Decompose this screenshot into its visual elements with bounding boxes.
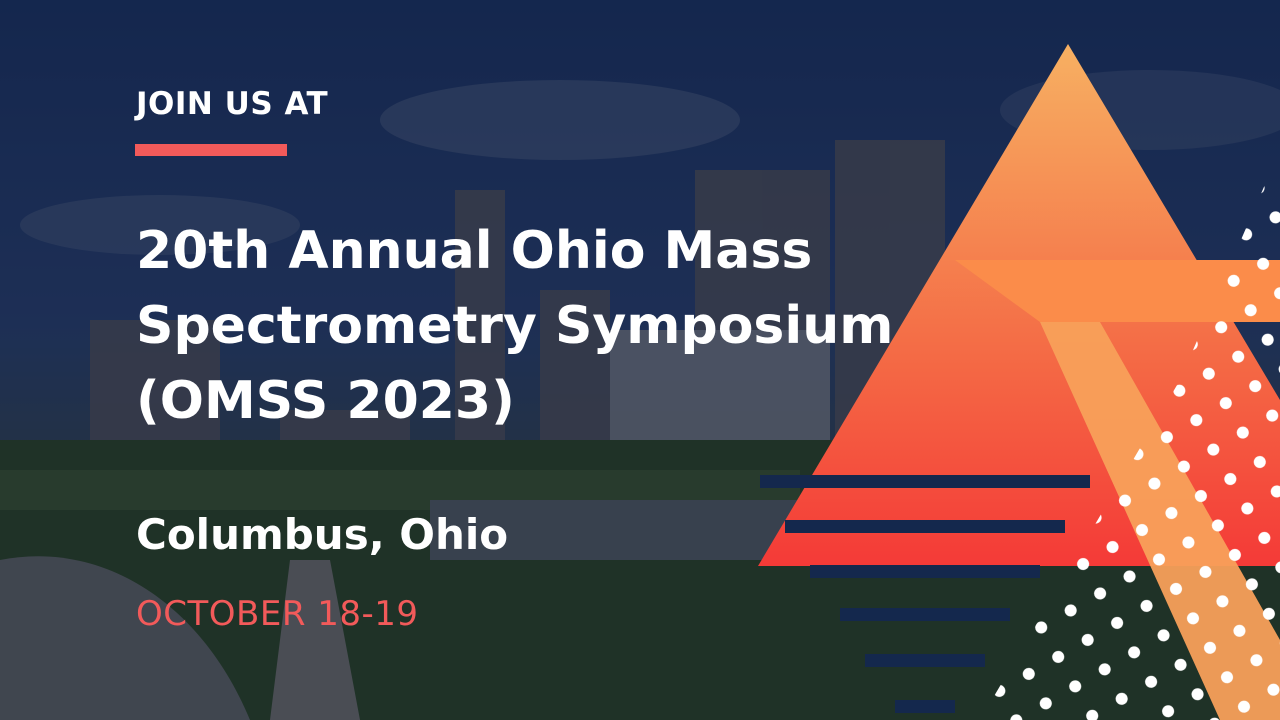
title-line: (OMSS 2023) <box>136 371 515 431</box>
event-location: Columbus, Ohio <box>136 510 509 559</box>
title-line: Spectrometry Symposium <box>136 296 894 356</box>
accent-bar <box>135 144 287 156</box>
event-dates: OCTOBER 18-19 <box>136 594 419 634</box>
title-line: 20th Annual Ohio Mass <box>136 221 813 281</box>
event-title: 20th Annual Ohio Mass Spectrometry Sympos… <box>136 214 893 439</box>
eyebrow: JOIN US AT <box>136 86 329 122</box>
